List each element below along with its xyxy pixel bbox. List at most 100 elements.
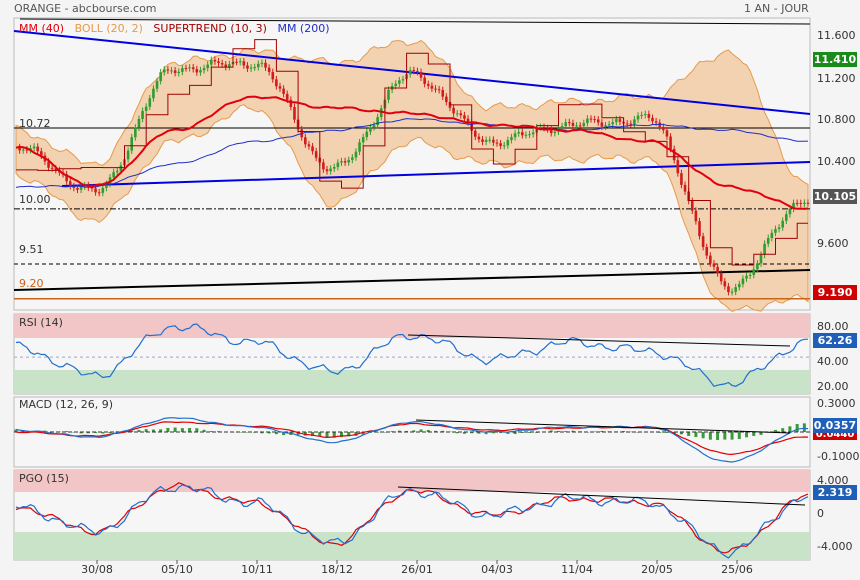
- price-tick-11600: 11.600: [817, 29, 856, 42]
- candle-body: [314, 151, 318, 158]
- candle-body: [492, 139, 495, 143]
- candle-body: [329, 168, 332, 172]
- candle-body: [698, 221, 701, 237]
- candle-body: [126, 150, 130, 160]
- candle-body: [340, 161, 343, 163]
- candle-body: [521, 132, 524, 136]
- supertrend-line: [16, 39, 808, 266]
- candle-body: [275, 79, 278, 87]
- macd-hist-bar: [506, 432, 510, 434]
- macd-hist-bar: [130, 430, 134, 432]
- candle-body: [195, 69, 199, 73]
- macd-hist-bar: [549, 430, 553, 432]
- macd-hist-bar: [159, 429, 163, 432]
- candle-body: [188, 67, 191, 69]
- candle-body: [181, 68, 184, 72]
- rsi-series: [14, 323, 810, 387]
- candle-body: [766, 238, 770, 244]
- candle-body: [578, 125, 582, 127]
- candle-body: [716, 266, 719, 274]
- candle-body: [307, 144, 311, 147]
- macd-hist-bar: [412, 430, 416, 432]
- macd-hist-bar: [730, 432, 734, 440]
- candle-body: [159, 72, 162, 82]
- candle-body: [709, 255, 712, 264]
- candle-body: [278, 86, 282, 89]
- candle-body: [141, 110, 144, 119]
- candle-body: [25, 149, 29, 151]
- candle-body: [593, 119, 596, 121]
- macd-hist-bar: [571, 430, 575, 432]
- price-low-badge: 9.190: [813, 285, 857, 300]
- macd-signal-line: [15, 421, 809, 456]
- candle-body: [694, 210, 698, 222]
- macd-hist-bar: [209, 431, 213, 432]
- x-tick-label: 30/08: [81, 563, 113, 576]
- macd-hist-bar: [564, 431, 568, 432]
- macd-hist-bar: [513, 432, 517, 435]
- price-last-badge: 10.105: [813, 189, 857, 204]
- macd-signal-badge: 0.0440: [813, 429, 857, 440]
- candle-body: [50, 167, 54, 169]
- candle-body: [553, 131, 557, 134]
- candle-body: [90, 187, 94, 189]
- candle-body: [412, 70, 416, 72]
- macd-hist-bar: [245, 432, 249, 433]
- candle-body: [282, 88, 285, 94]
- candle-body: [65, 174, 68, 182]
- x-tick-label: 20/05: [641, 563, 673, 576]
- macd-hist-bar: [716, 432, 720, 440]
- candle-body: [238, 61, 242, 63]
- period-selector[interactable]: 1 AN - JOUR: [744, 2, 809, 15]
- x-tick-label: 11/04: [561, 563, 593, 576]
- candle-body: [795, 202, 799, 204]
- candle-body: [672, 148, 676, 161]
- candle-body: [419, 71, 423, 78]
- candle-body: [257, 63, 260, 68]
- candle-body: [423, 77, 426, 84]
- level-label-1072: 10.72: [19, 117, 51, 130]
- candle-body: [387, 89, 390, 100]
- candle-body: [792, 202, 795, 209]
- candle-body: [654, 121, 658, 123]
- macd-hist-bar: [339, 432, 343, 438]
- price-tick-10400: 10.400: [817, 155, 856, 168]
- candle-body: [267, 67, 271, 73]
- candle-body: [745, 275, 748, 279]
- candle-body: [32, 146, 36, 149]
- macd-hist-bar: [144, 429, 148, 432]
- candle-body: [347, 159, 351, 163]
- candle-body: [79, 186, 83, 190]
- macd-hist-bar: [101, 432, 105, 434]
- candle-body: [249, 67, 253, 69]
- macd-hist-bar: [188, 428, 192, 432]
- candle-body: [730, 291, 734, 293]
- candle-body: [253, 67, 256, 69]
- price-tick-10800: 10.800: [817, 113, 856, 126]
- macd-label: MACD (12, 26, 9): [19, 398, 114, 411]
- candle-body: [47, 161, 50, 168]
- candle-body: [459, 113, 463, 116]
- candle-body: [441, 90, 445, 97]
- candle-body: [651, 117, 654, 122]
- level-label-951: 9.51: [19, 243, 44, 256]
- candle-body: [799, 202, 803, 204]
- candle-body: [21, 149, 25, 151]
- candle-body: [235, 61, 238, 63]
- macd-hist-bar: [325, 432, 329, 438]
- support-trendline: [61, 161, 811, 187]
- candle-body: [217, 61, 220, 64]
- pgo-series: [15, 482, 809, 559]
- candle-body: [665, 130, 669, 137]
- candle-body: [206, 64, 209, 69]
- x-tick-label: 10/11: [241, 563, 273, 576]
- candle-body: [112, 172, 115, 178]
- legend-boll: BOLL (20, 2): [74, 22, 143, 35]
- candle-body: [101, 187, 105, 193]
- rsi-overbought-zone: [14, 314, 810, 338]
- candle-body: [701, 236, 705, 248]
- candle-body: [531, 132, 535, 135]
- candle-body: [676, 160, 680, 174]
